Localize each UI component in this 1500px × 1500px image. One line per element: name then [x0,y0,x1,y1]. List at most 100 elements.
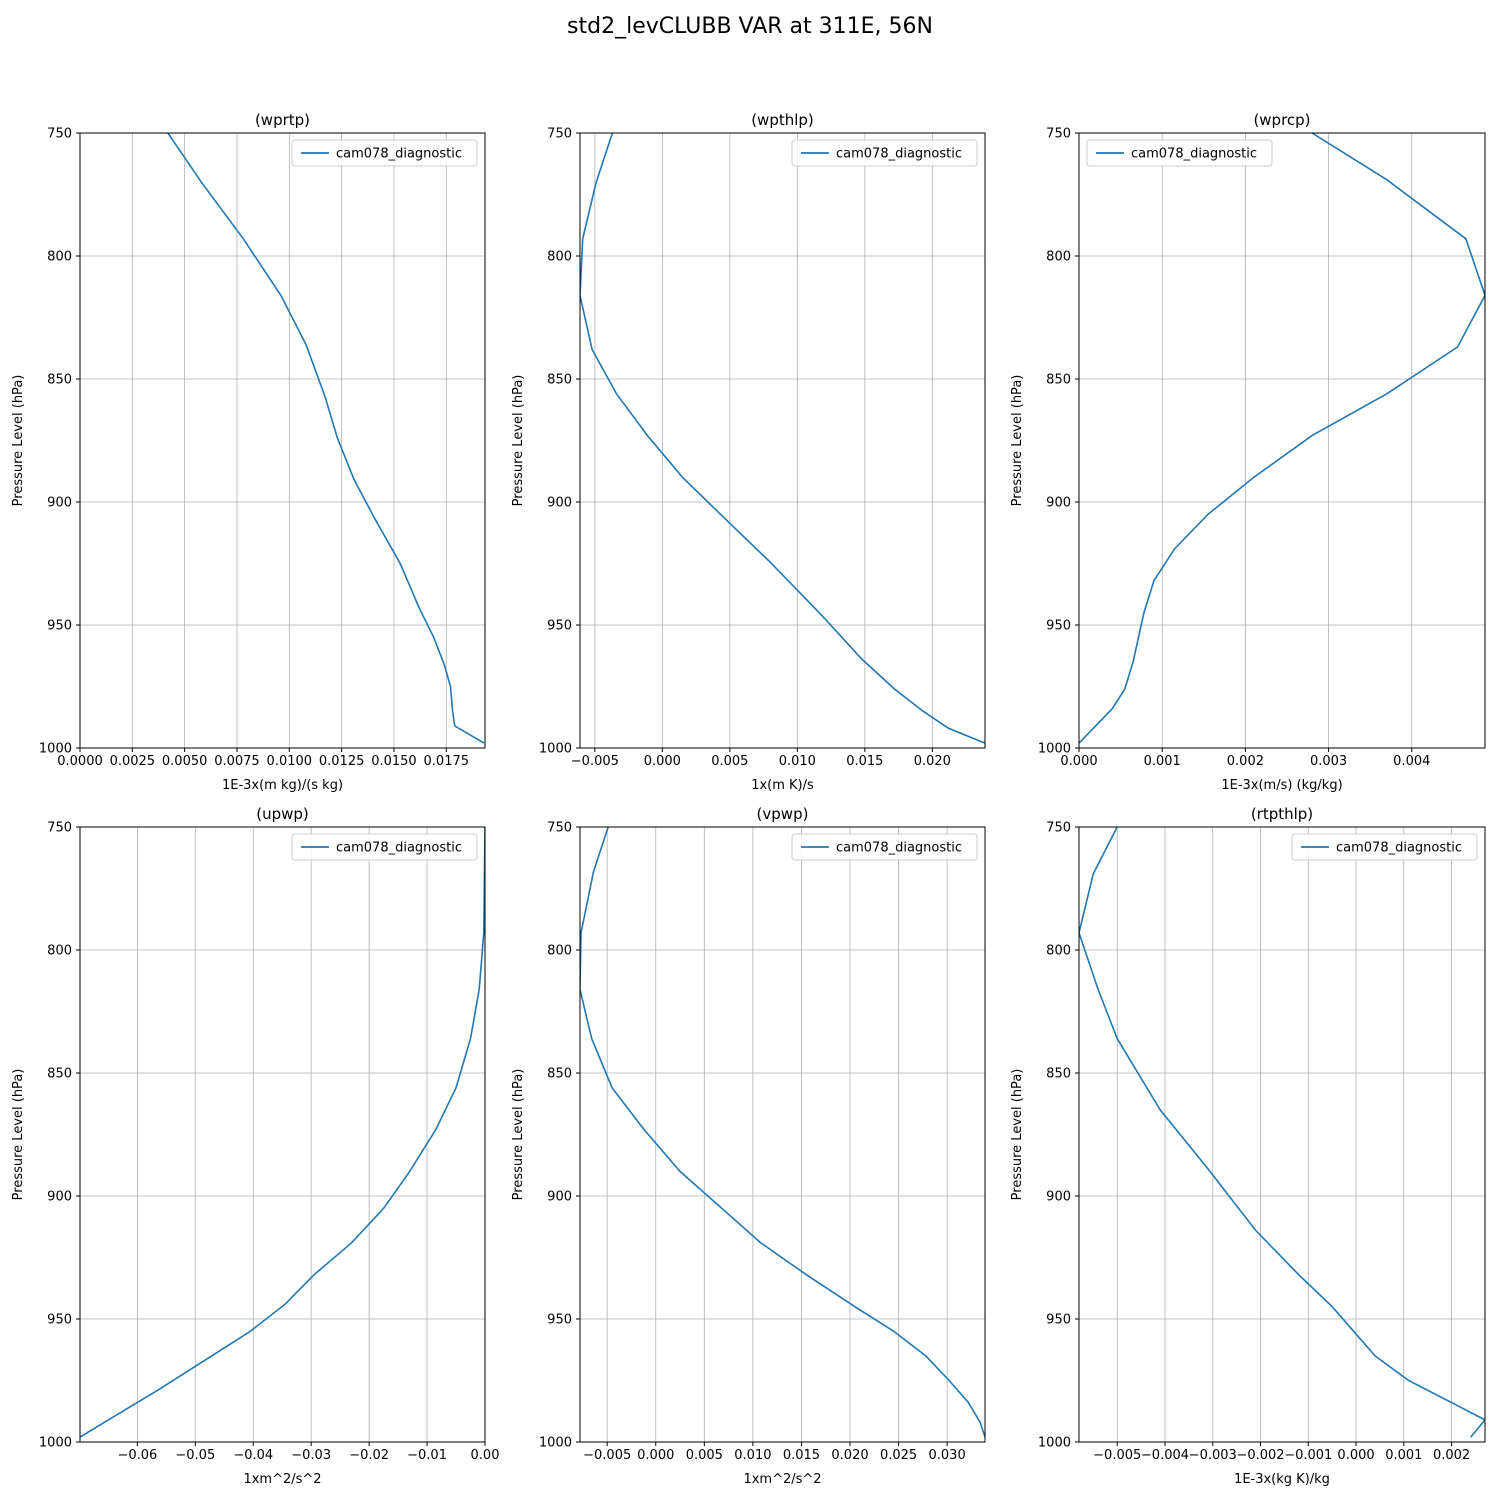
subplot-title: (wprcp) [1253,111,1310,129]
subplot-2: −0.005 0.000 0.005 0.010 0.015 0.020 750 800 850… [511,111,986,793]
x-tick-label: −0.005 [571,754,619,769]
axes-frame [1078,132,1486,749]
x-tick-label: −0.005 [1093,1448,1141,1463]
y-tick-label: 850 [1046,373,1071,388]
axes-frame [1078,826,1486,1443]
y-tick-label: 1000 [1038,1436,1071,1451]
legend-box [791,139,978,167]
legend-label: cam078_diagnostic [1131,147,1257,162]
x-tick-label: 0.030 [929,1448,966,1463]
y-tick-label: 900 [1046,1190,1071,1205]
x-tick-label: 0.0050 [162,754,208,769]
legend: cam078_diagnostic [1291,833,1478,861]
subplot-title: (wpthlp) [751,111,814,129]
x-tick-label: −0.06 [117,1448,157,1463]
y-tick-label: 800 [547,250,572,265]
figure-title: std2_levCLUBB VAR at 311E, 56N [567,14,933,39]
legend-label: cam078_diagnostic [336,841,462,856]
series-line-1 [580,133,985,744]
x-tick-label: −0.04 [233,1448,273,1463]
legend-box [291,139,478,167]
y-tick-label: 750 [547,127,572,142]
x-tick-label: 0.025 [880,1448,917,1463]
y-tick-label: 950 [547,619,572,634]
x-tick-label: −0.05 [175,1448,215,1463]
x-tick-label: 0.003 [1310,754,1347,769]
x-tick-label: −0.02 [349,1448,389,1463]
series-line-1 [1079,827,1485,1438]
y-tick-label: 850 [47,373,72,388]
x-tick-label: 0.010 [734,1448,771,1463]
x-tick-label: 0.020 [831,1448,868,1463]
x-tick-label: 0.000 [1337,1448,1374,1463]
legend-box [791,833,978,861]
y-tick-label: 900 [47,496,72,511]
subplot-4: −0.06 −0.05 −0.04 −0.03 −0.02 −0.01 0.00 750 800… [11,805,499,1487]
legend: cam078_diagnostic [791,139,978,167]
x-tick-label: 0.0150 [371,754,417,769]
x-tick-label: 0.000 [644,754,681,769]
legend-box [291,833,478,861]
y-axis-label: Pressure Level (hPa) [511,375,526,507]
x-tick-label: −0.005 [583,1448,631,1463]
y-tick-label: 800 [47,944,72,959]
y-tick-label: 1000 [539,1436,572,1451]
y-tick-label: 750 [47,127,72,142]
subplot-1: 0.0000 0.0025 0.0050 0.0075 0.0100 0.0125 0.01… [11,111,486,793]
y-tick-label: 1000 [539,742,572,757]
x-tick-label: 0.001 [1144,754,1181,769]
y-tick-label: 850 [47,1067,72,1082]
x-tick-label: −0.004 [1141,1448,1189,1463]
y-tick-label: 1000 [39,742,72,757]
y-tick-label: 800 [1046,250,1071,265]
series-line-1 [1079,133,1485,744]
x-tick-label: 0.005 [711,754,748,769]
x-axis-label: 1xm^2/s^2 [743,1472,821,1487]
x-tick-label: 0.0125 [319,754,365,769]
axes-frame [79,826,486,1443]
y-tick-label: 750 [1046,821,1071,836]
y-tick-label: 950 [1046,619,1071,634]
series-line-1 [167,133,485,744]
x-axis-label: 1E-3x(kg K)/kg [1234,1472,1330,1487]
y-tick-label: 750 [47,821,72,836]
series-line-1 [580,827,985,1438]
x-axis-label: 1xm^2/s^2 [243,1472,321,1487]
legend-box [1291,833,1478,861]
x-axis-label: 1E-3x(m kg)/(s kg) [222,778,343,793]
x-tick-label: −0.03 [291,1448,331,1463]
y-tick-label: 850 [547,1067,572,1082]
y-tick-label: 800 [547,944,572,959]
y-axis-label: Pressure Level (hPa) [1010,1069,1025,1201]
x-tick-label: 0.020 [914,754,951,769]
legend: cam078_diagnostic [291,833,478,861]
y-tick-label: 800 [47,250,72,265]
y-tick-label: 900 [547,1190,572,1205]
y-tick-label: 900 [47,1190,72,1205]
y-axis-label: Pressure Level (hPa) [1010,375,1025,507]
x-axis-label: 1E-3x(m/s) (kg/kg) [1221,778,1342,793]
x-axis-label: 1x(m K)/s [751,778,814,793]
x-tick-label: 0.0075 [214,754,260,769]
series-line-1 [80,827,485,1438]
y-tick-label: 900 [1046,496,1071,511]
axes-frame [79,132,486,749]
y-tick-label: 1000 [1038,742,1071,757]
x-tick-label: −0.001 [1284,1448,1332,1463]
y-axis-label: Pressure Level (hPa) [11,375,26,507]
x-tick-label: −0.002 [1236,1448,1284,1463]
x-tick-label: 0.002 [1433,1448,1470,1463]
legend-label: cam078_diagnostic [336,147,462,162]
x-tick-label: 0.001 [1385,1448,1422,1463]
subplot-5: −0.005 0.000 0.005 0.010 0.015 0.020 0.025 0.03… [511,805,986,1487]
y-axis-label: Pressure Level (hPa) [11,1069,26,1201]
legend-label: cam078_diagnostic [836,841,962,856]
legend: cam078_diagnostic [791,833,978,861]
y-tick-label: 850 [1046,1067,1071,1082]
x-tick-label: 0.0175 [424,754,470,769]
subplot-title: (wprtp) [255,111,310,129]
legend-box [1086,139,1273,167]
y-tick-label: 750 [547,821,572,836]
axes-frame [579,826,986,1443]
